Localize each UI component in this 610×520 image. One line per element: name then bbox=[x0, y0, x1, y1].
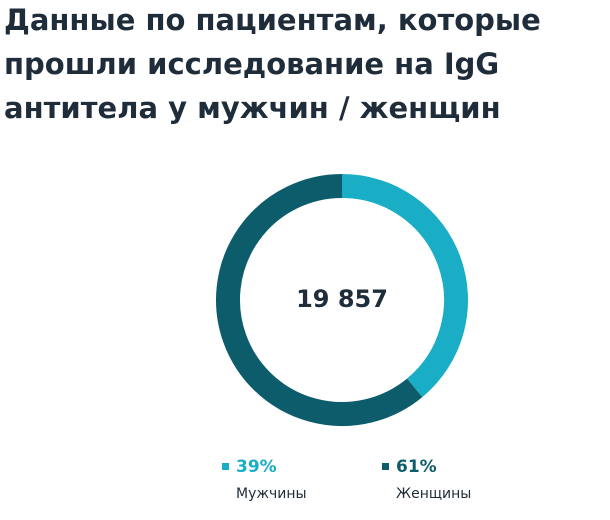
total-label: 19 857 bbox=[296, 285, 388, 313]
chart-title: Данные по пациентам, которые bbox=[4, 3, 541, 37]
donut-segment bbox=[341, 174, 468, 398]
legend-label: Мужчины bbox=[236, 486, 307, 502]
chart-title: антитела у мужчин / женщин bbox=[4, 91, 501, 125]
legend-value: 39% bbox=[236, 457, 277, 477]
legend-label: Женщины bbox=[396, 486, 471, 502]
legend-swatch bbox=[222, 463, 229, 470]
legend-value: 61% bbox=[396, 457, 437, 477]
legend-swatch bbox=[382, 463, 389, 470]
chart-title: прошли исследование на IgG bbox=[4, 47, 499, 81]
donut-segment bbox=[216, 174, 423, 426]
